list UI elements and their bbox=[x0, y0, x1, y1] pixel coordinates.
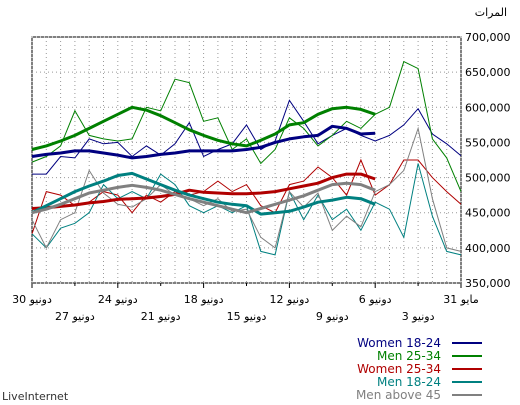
tick-layer: 350,000 400,000 450,000 500,000 550,000 600,0… bbox=[12, 31, 510, 323]
x-tick-label: 31 مايو bbox=[443, 293, 479, 306]
legend-label: Men above 45 bbox=[356, 388, 441, 402]
series-trend-line bbox=[31, 172, 376, 210]
series-daily-line bbox=[32, 99, 462, 175]
series-daily-line bbox=[31, 126, 462, 252]
x-tick-label: 6 دونيو bbox=[359, 293, 392, 306]
x-tick-label: 9 دونيو bbox=[316, 310, 349, 323]
x-tick-label: 3 دونيو bbox=[402, 310, 435, 323]
y-tick-label: 550,000 bbox=[465, 136, 511, 149]
x-tick-label: 21 دونيو bbox=[141, 310, 181, 323]
y-tick-label: 700,000 bbox=[465, 31, 511, 44]
y-tick-label: 400,000 bbox=[465, 242, 511, 255]
x-tick-label: 27 دونيو bbox=[55, 310, 95, 323]
series-trend-line bbox=[31, 124, 376, 160]
x-tick-label: 18 دونيو bbox=[184, 293, 224, 306]
series-layer bbox=[31, 60, 462, 256]
legend-label: Women 18-24 bbox=[357, 336, 441, 350]
y-tick-label: 350,000 bbox=[465, 277, 511, 290]
y-tick-label: 650,000 bbox=[465, 66, 511, 79]
y-tick-label: 500,000 bbox=[465, 172, 511, 185]
series-trend-line bbox=[31, 105, 376, 151]
y-tick-label: 450,000 bbox=[465, 207, 511, 220]
legend-label: Men 18-24 bbox=[377, 375, 441, 389]
series-trend-line bbox=[31, 181, 376, 215]
series-daily-line bbox=[31, 60, 462, 192]
x-tick-label: 24 دونيو bbox=[98, 293, 138, 306]
legend-label: Women 25-34 bbox=[357, 362, 441, 376]
x-tick-label: 30 دونيو bbox=[12, 293, 52, 306]
legend-label: Men 25-34 bbox=[377, 349, 441, 363]
x-tick-label: 12 دونيو bbox=[270, 293, 310, 306]
y-tick-label: 600,000 bbox=[465, 101, 511, 114]
chart-title: المرات bbox=[475, 6, 507, 19]
x-tick-label: 15 دونيو bbox=[227, 310, 267, 323]
grid-layer bbox=[31, 36, 462, 284]
watermark: LiveInternet bbox=[2, 390, 69, 403]
series-trend-line bbox=[31, 171, 376, 216]
